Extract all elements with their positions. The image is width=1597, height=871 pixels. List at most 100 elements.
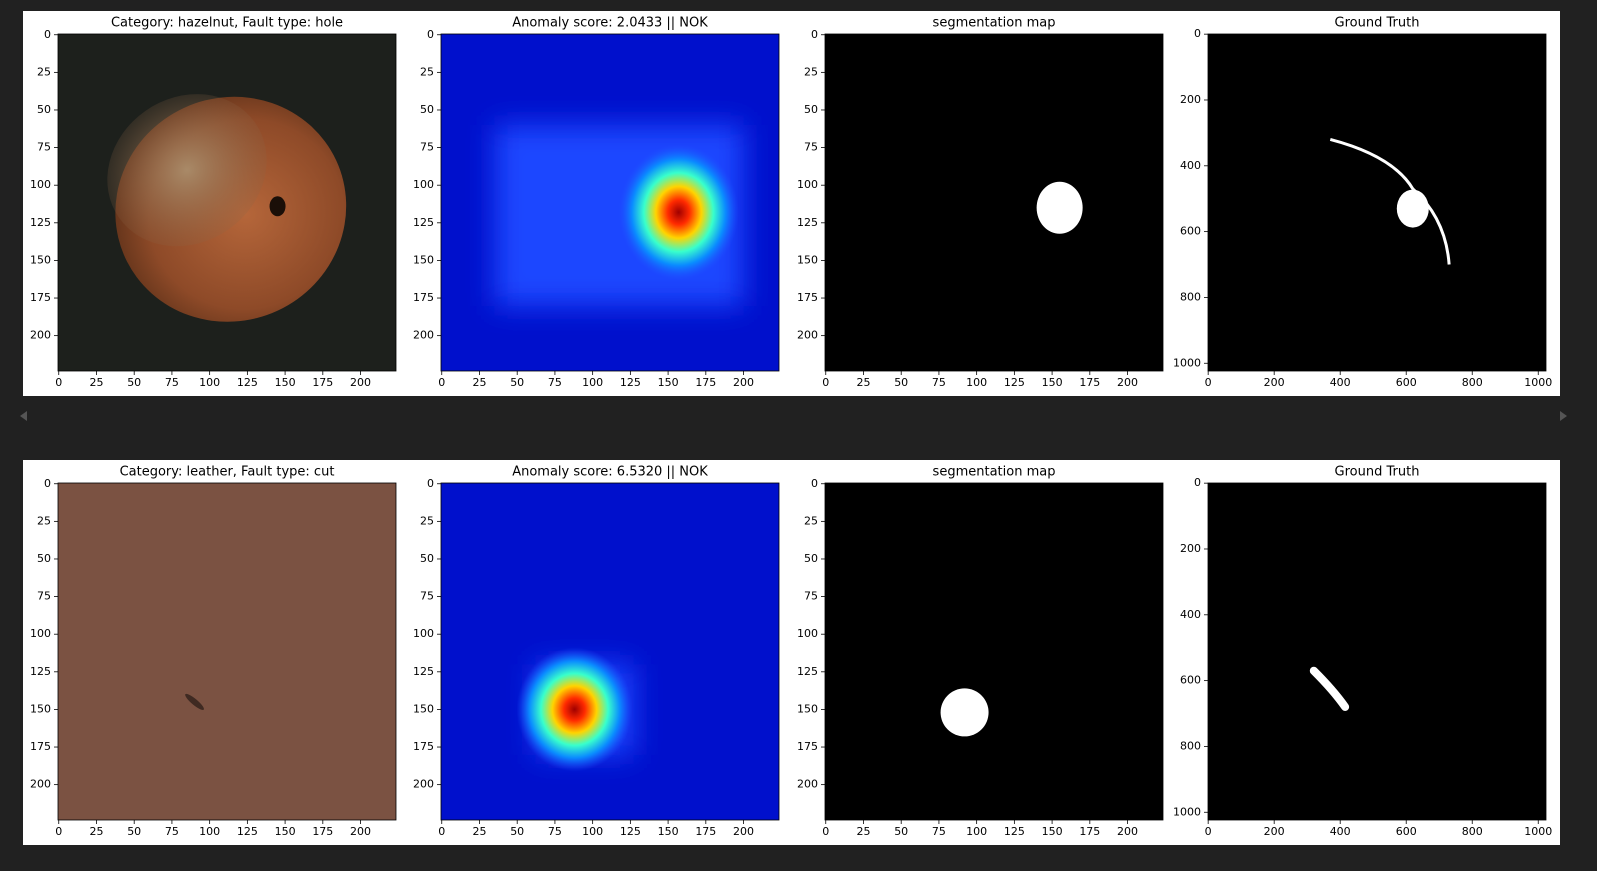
scroll-right[interactable] [1560,411,1567,421]
x-tick-label: 150 [658,376,679,389]
y-tick-label: 1000 [1173,356,1201,369]
y-tick-label: 200 [797,329,818,342]
y-tick-label: 125 [413,216,434,229]
y-tick-label: 0 [427,477,434,490]
x-tick-label: 100 [199,376,220,389]
x-tick-label: 0 [55,825,62,838]
y-tick-label: 75 [37,590,51,603]
x-tick-label: 800 [1462,825,1483,838]
x-tick-label: 50 [894,376,908,389]
x-tick-label: 1000 [1524,376,1552,389]
y-tick-label: 400 [1180,159,1201,172]
y-tick-label: 25 [804,514,818,527]
x-tick-label: 175 [312,376,333,389]
y-tick-label: 175 [30,291,51,304]
y-tick-label: 150 [797,253,818,266]
image [58,34,396,371]
x-tick-label: 800 [1462,376,1483,389]
segment [1396,189,1429,228]
segment [1309,666,1350,711]
y-tick-label: 800 [1180,290,1201,303]
x-tick-label: 200 [1264,376,1285,389]
x-tick-label: 150 [275,825,296,838]
y-tick-label: 125 [797,216,818,229]
y-tick-label: 200 [797,778,818,791]
x-tick-label: 0 [1205,376,1212,389]
y-tick-label: 0 [44,477,51,490]
axes-frame [57,33,397,372]
x-tick-label: 25 [472,825,486,838]
y-tick-label: 150 [797,702,818,715]
x-tick-label: 125 [620,825,641,838]
y-tick-label: 150 [413,702,434,715]
x-tick-label: 150 [658,825,679,838]
y-tick-label: 25 [37,65,51,78]
x-tick-label: 50 [127,825,141,838]
subplot-title: Category: leather, Fault type: cut [120,465,335,480]
image-bg [1208,34,1546,371]
y-tick-label: 0 [1194,27,1201,40]
y-tick-label: 200 [30,329,51,342]
x-tick-label: 200 [1264,825,1285,838]
y-tick-label: 25 [37,514,51,527]
x-tick-label: 25 [856,825,870,838]
x-tick-label: 50 [510,376,524,389]
axes-frame [1207,482,1547,821]
image [825,34,1163,371]
x-tick-label: 150 [1042,825,1063,838]
x-tick-label: 75 [932,825,946,838]
image-bg [825,483,1163,820]
axes-frame [1207,33,1547,372]
x-tick-label: 50 [894,825,908,838]
x-tick-label: 400 [1330,825,1351,838]
x-tick-label: 600 [1396,825,1417,838]
x-tick-label: 200 [733,376,754,389]
y-tick-label: 25 [420,65,434,78]
segment [1036,181,1083,234]
x-tick-label: 200 [350,376,371,389]
y-tick-label: 125 [30,665,51,678]
x-tick-label: 175 [1079,825,1100,838]
image [825,483,1163,820]
y-tick-label: 100 [413,178,434,191]
x-tick-label: 75 [548,376,562,389]
x-tick-label: 75 [932,376,946,389]
y-tick-label: 175 [413,740,434,753]
x-tick-label: 75 [165,376,179,389]
scroll-left[interactable] [20,411,27,421]
x-tick-label: 100 [582,825,603,838]
subplot-title: Ground Truth [1335,465,1420,480]
y-tick-label: 75 [804,141,818,154]
x-tick-label: 100 [199,825,220,838]
x-tick-label: 175 [695,825,716,838]
y-tick-label: 75 [420,141,434,154]
y-tick-label: 175 [797,740,818,753]
x-tick-label: 25 [856,376,870,389]
x-tick-label: 75 [165,825,179,838]
axes-frame [824,33,1164,372]
subplot-title: Anomaly score: 6.5320 || NOK [512,465,708,480]
x-tick-label: 0 [1205,825,1212,838]
subplot-title: Anomaly score: 2.0433 || NOK [512,16,708,31]
image-bg [58,483,396,820]
hazelnut-cap [107,94,267,247]
y-tick-label: 100 [413,627,434,640]
x-tick-label: 0 [55,376,62,389]
x-tick-label: 150 [275,376,296,389]
heat-spot [516,647,633,772]
x-tick-label: 175 [312,825,333,838]
segment [1329,138,1451,265]
y-tick-label: 75 [37,141,51,154]
x-tick-label: 25 [472,376,486,389]
subplot-title: Ground Truth [1335,16,1420,31]
y-tick-label: 200 [413,329,434,342]
y-tick-label: 50 [37,552,51,565]
x-tick-label: 125 [237,825,258,838]
y-tick-label: 125 [413,665,434,678]
y-tick-label: 50 [420,552,434,565]
y-tick-label: 150 [30,702,51,715]
x-tick-label: 200 [350,825,371,838]
y-tick-label: 200 [1180,542,1201,555]
y-tick-label: 175 [797,291,818,304]
x-tick-label: 125 [620,376,641,389]
